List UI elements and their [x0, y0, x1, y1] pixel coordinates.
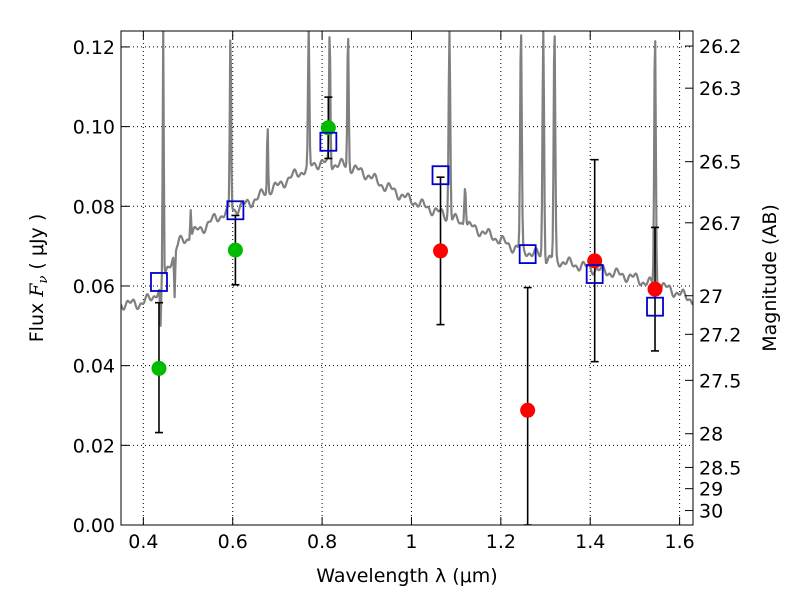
y-axis-label-prefix: Flux — [26, 297, 48, 343]
data-point — [320, 120, 336, 136]
y-tick-label: 0.00 — [73, 515, 115, 537]
y2-tick-label: 30 — [699, 501, 723, 523]
model-point — [646, 296, 664, 317]
x-tick-label: 1.6 — [664, 531, 694, 553]
y-axis-label: Flux Fν ( μJy ) — [26, 214, 51, 343]
x-axis-label: Wavelength λ (μm) — [316, 565, 497, 587]
axis-ticks: 0.4 0.6 0.8 1 1.2 1.4 1.6 0.00 0.02 0.04 0.06 0.08 0… — [73, 31, 741, 553]
data-point — [587, 253, 603, 269]
y2-tick-label: 26.5 — [699, 152, 741, 174]
data-point — [520, 402, 536, 418]
y-tick-label: 0.12 — [73, 37, 115, 59]
model-point — [226, 200, 245, 221]
data-markers — [150, 120, 664, 418]
y-tick-label: 0.04 — [73, 356, 115, 378]
x-tick-label: 1 — [405, 531, 417, 553]
data-point — [227, 242, 243, 258]
y2-tick-label: 27.5 — [699, 370, 741, 392]
data-point — [647, 281, 663, 297]
y-axis-label-symbol: F — [26, 283, 48, 298]
model-point — [150, 272, 168, 292]
y-tick-label: 0.08 — [73, 196, 115, 218]
y2-tick-label: 28 — [699, 424, 723, 446]
plot-frame — [120, 30, 694, 526]
data-point — [433, 243, 449, 259]
y-tick-label: 0.06 — [73, 276, 115, 298]
x-tick-label: 0.8 — [307, 531, 337, 553]
model-point — [518, 244, 537, 264]
y2-axis-label: Magnitude (AB) — [759, 204, 781, 352]
spectrum-layer — [121, 31, 693, 327]
y-axis-label-suffix: ( μJy ) — [26, 214, 48, 276]
y2-tick-label: 26.2 — [699, 36, 741, 58]
model-point — [431, 165, 450, 186]
x-tick-label: 1.4 — [575, 531, 605, 553]
model-point — [585, 264, 604, 284]
y-tick-label: 0.10 — [73, 117, 115, 139]
model-point — [319, 131, 338, 152]
y2-tick-label: 26.7 — [699, 213, 741, 235]
y2-tick-label: 28.5 — [699, 457, 741, 479]
y2-tick-label: 29 — [699, 479, 723, 501]
y-tick-label: 0.02 — [73, 435, 115, 457]
spectrum-line — [121, 31, 693, 327]
y2-tick-label: 27.2 — [699, 324, 741, 346]
data-point — [151, 360, 167, 376]
x-tick-label: 0.6 — [218, 531, 248, 553]
y2-tick-label: 26.3 — [699, 78, 741, 100]
x-tick-label: 1.2 — [486, 531, 516, 553]
x-tick-label: 0.4 — [128, 531, 158, 553]
y-axis-label-subscript: ν — [36, 276, 51, 284]
y2-tick-label: 27 — [699, 286, 723, 308]
